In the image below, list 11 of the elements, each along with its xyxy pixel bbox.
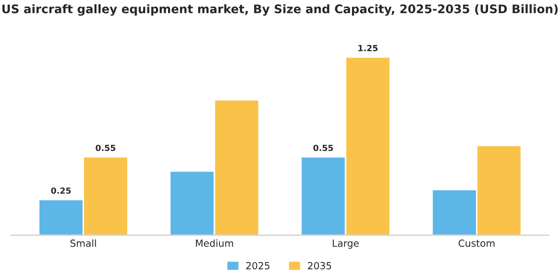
x-tick-label: Large <box>332 240 359 249</box>
data-label: 1.25 <box>358 44 378 52</box>
data-label: 0.25 <box>51 187 71 194</box>
data-label: 0.55 <box>96 144 116 152</box>
x-tick-label: Medium <box>196 239 234 247</box>
legend-label: 2025 <box>246 262 270 270</box>
chart-title: US aircraft galley equipment market, By Size and Capacity, 2025-2035 (USD Billion) <box>2 4 558 16</box>
legend-label: 2035 <box>308 262 332 270</box>
x-tick-label: Small <box>70 239 96 247</box>
x-tick-label: Custom <box>458 240 494 247</box>
data-label: 0.55 <box>313 144 333 152</box>
